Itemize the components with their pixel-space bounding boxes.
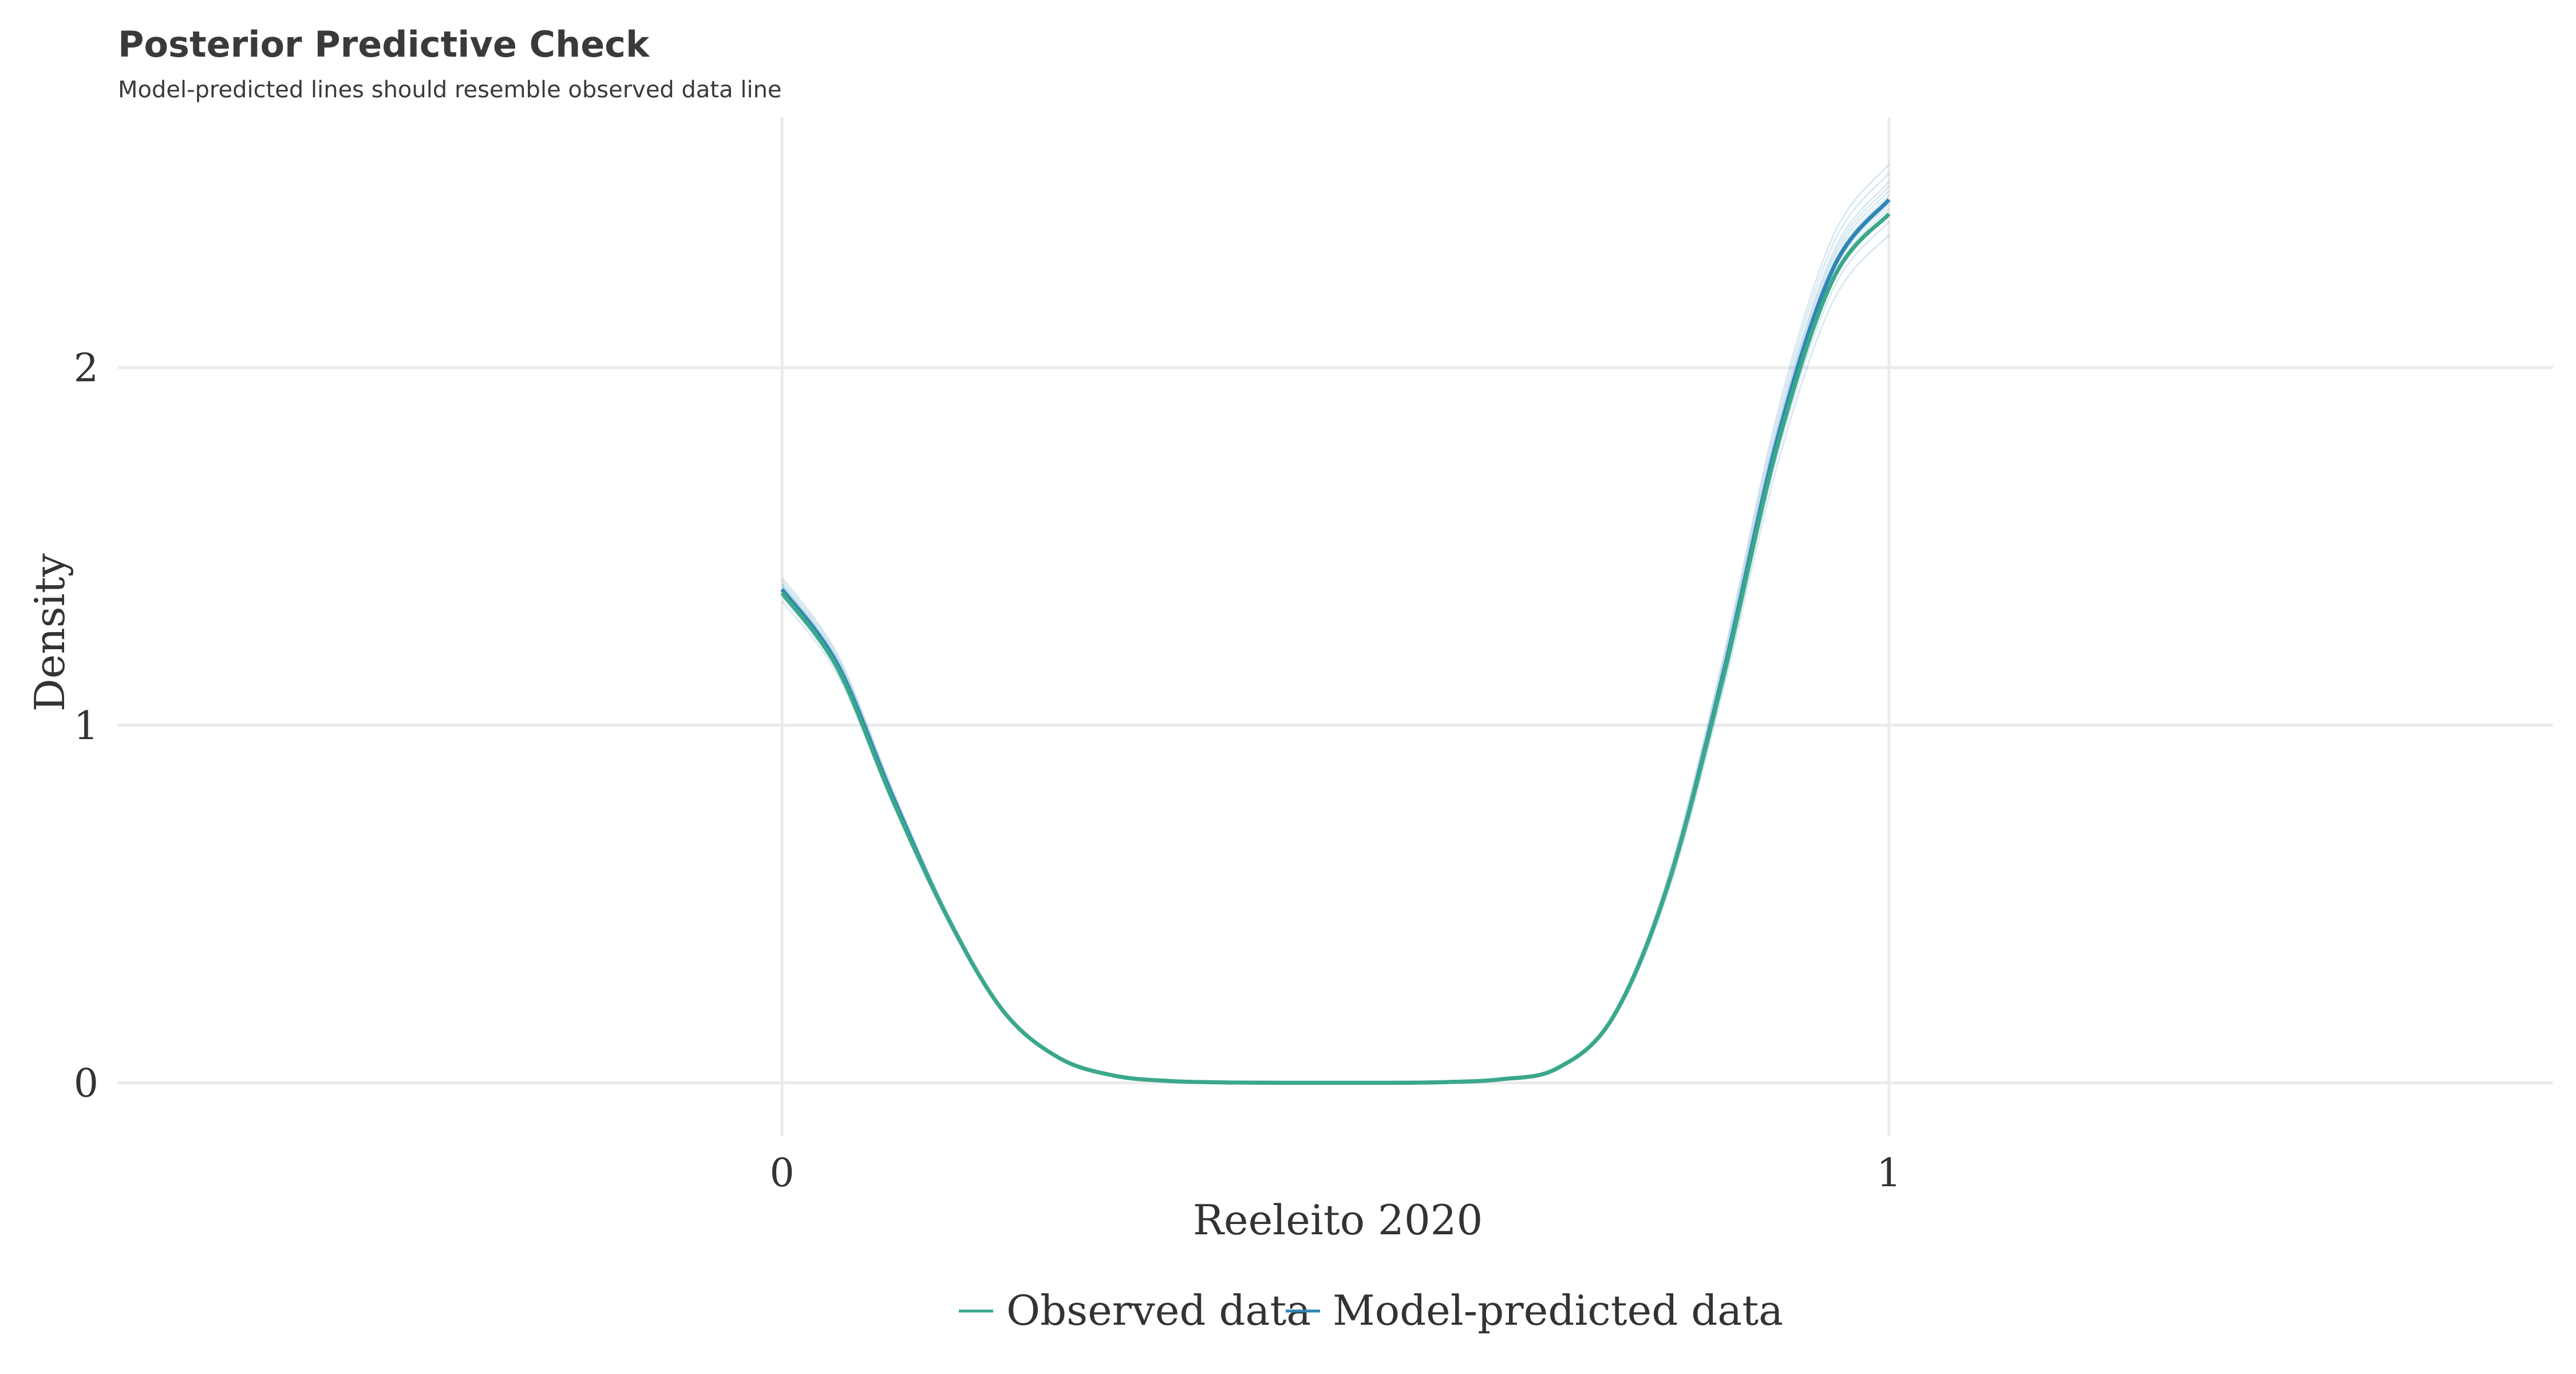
x-axis-label: Reeleito 2020 xyxy=(1193,1196,1483,1244)
predicted-draw-line xyxy=(781,185,1890,1084)
predicted-draws-layer xyxy=(781,164,1890,1084)
predicted-draw-line xyxy=(781,190,1890,1084)
legend-label-observed: Observed data xyxy=(1006,1286,1311,1334)
predicted-draw-line xyxy=(781,221,1890,1084)
x-tick-label: 0 xyxy=(770,1151,795,1196)
chart-title: Posterior Predictive Check xyxy=(118,23,650,65)
predicted-draw-line xyxy=(781,172,1890,1084)
y-axis-label: Density xyxy=(26,554,74,712)
model-predicted-line xyxy=(780,198,1891,1085)
predicted-draw-line xyxy=(781,164,1890,1084)
ticks-layer: 0 1 2 0 1 xyxy=(74,346,1902,1196)
predicted-draw-line xyxy=(781,194,1890,1084)
y-tick-label: 2 xyxy=(74,346,98,391)
grid-layer xyxy=(118,117,2553,1136)
observed-data-line xyxy=(780,212,1891,1085)
predicted-draw-line xyxy=(781,212,1890,1084)
y-tick-label: 1 xyxy=(74,704,98,749)
predicted-draw-line xyxy=(781,181,1890,1084)
predicted-draw-line xyxy=(781,208,1890,1084)
y-tick-label: 0 xyxy=(74,1061,98,1106)
legend: Observed data Model-predicted data xyxy=(959,1286,1783,1334)
x-tick-label: 1 xyxy=(1876,1151,1901,1196)
predicted-draw-line xyxy=(781,203,1890,1084)
predicted-draw-line xyxy=(781,199,1890,1084)
series-layer xyxy=(780,198,1891,1085)
legend-label-predicted: Model-predicted data xyxy=(1333,1286,1783,1334)
chart-subtitle: Model-predicted lines should resemble ob… xyxy=(118,77,782,103)
